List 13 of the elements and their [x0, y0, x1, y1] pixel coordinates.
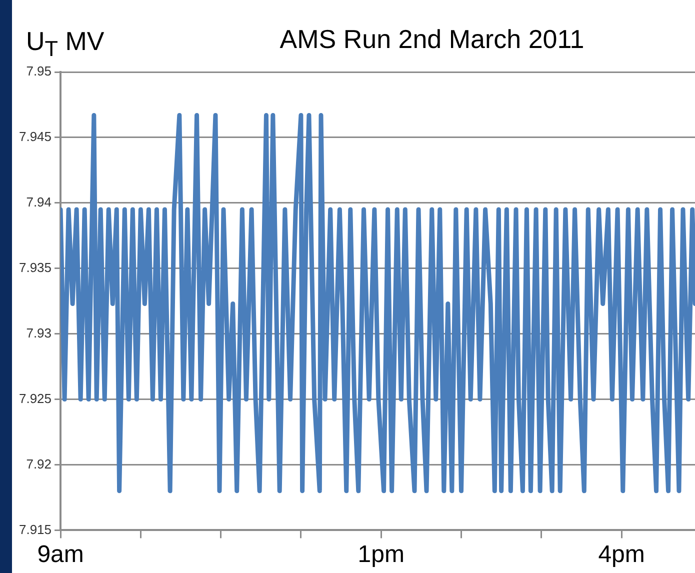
y-tick-label: 7.915	[18, 522, 52, 537]
chart-title: AMS Run 2nd March 2011	[278, 24, 586, 55]
y-tick-label: 7.945	[18, 129, 52, 144]
y-axis-title: U$_{T}$ MV	[26, 26, 104, 62]
y-tick-label: 7.935	[18, 260, 52, 275]
y-tick-label: 7.92	[26, 456, 52, 472]
x-tick-label: 9am	[37, 541, 84, 568]
y-tick-label: 7.95	[26, 64, 52, 79]
x-tick-label: 4pm	[598, 541, 645, 568]
x-tick-label: 1pm	[358, 541, 404, 568]
y-tick-label: 7.94	[26, 194, 52, 210]
y-tick-label: 7.93	[26, 325, 52, 340]
y-tick-label: 7.925	[18, 390, 52, 406]
